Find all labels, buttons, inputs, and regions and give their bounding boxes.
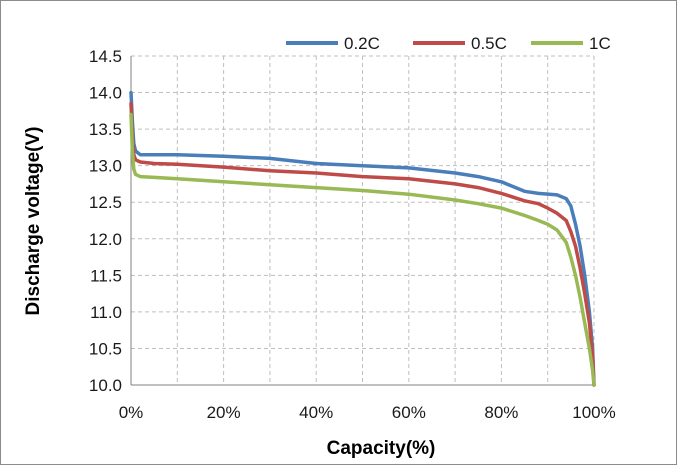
x-tick-label: 100% <box>572 403 615 422</box>
y-axis-title: Discharge voltage(V) <box>23 127 44 316</box>
legend-label: 1C <box>589 34 611 53</box>
y-tick-label: 10.0 <box>89 376 122 395</box>
series-line-0-2c <box>129 90 596 387</box>
y-tick-label: 11.5 <box>90 266 122 285</box>
grid-layer <box>131 55 595 385</box>
x-axis-title: Capacity(%) <box>327 438 436 459</box>
series-line-0-5c <box>129 101 596 387</box>
x-tick-label: 60% <box>392 403 426 422</box>
y-tick-label: 11.0 <box>90 303 122 322</box>
series-line-1c <box>129 112 596 387</box>
y-tick-label: 12.0 <box>89 230 122 249</box>
x-tick-label: 40% <box>299 403 333 422</box>
legend: 0.2C 0.5C 1C <box>286 34 611 53</box>
y-tick-label: 14.5 <box>89 47 122 66</box>
legend-label: 0.5C <box>471 34 507 53</box>
x-tick-label: 0% <box>119 403 144 422</box>
y-tick-label: 13.0 <box>89 157 122 176</box>
y-tick-label: 12.5 <box>89 193 122 212</box>
y-tick-label: 14.0 <box>89 84 122 103</box>
legend-label: 0.2C <box>344 34 380 53</box>
series-layer <box>129 90 596 387</box>
x-tick-label: 80% <box>484 403 518 422</box>
x-tick-label: 20% <box>207 403 241 422</box>
y-tick-label: 13.5 <box>89 120 122 139</box>
y-tick-label: 10.5 <box>89 339 122 358</box>
tick-labels: 10.0 10.5 11.0 11.5 12.0 12.5 13.0 13.5 14.0 14.5… <box>89 47 616 422</box>
